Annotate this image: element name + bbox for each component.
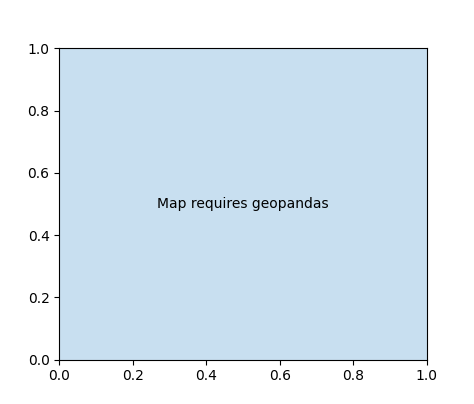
Text: Map requires geopandas: Map requires geopandas bbox=[157, 197, 329, 211]
